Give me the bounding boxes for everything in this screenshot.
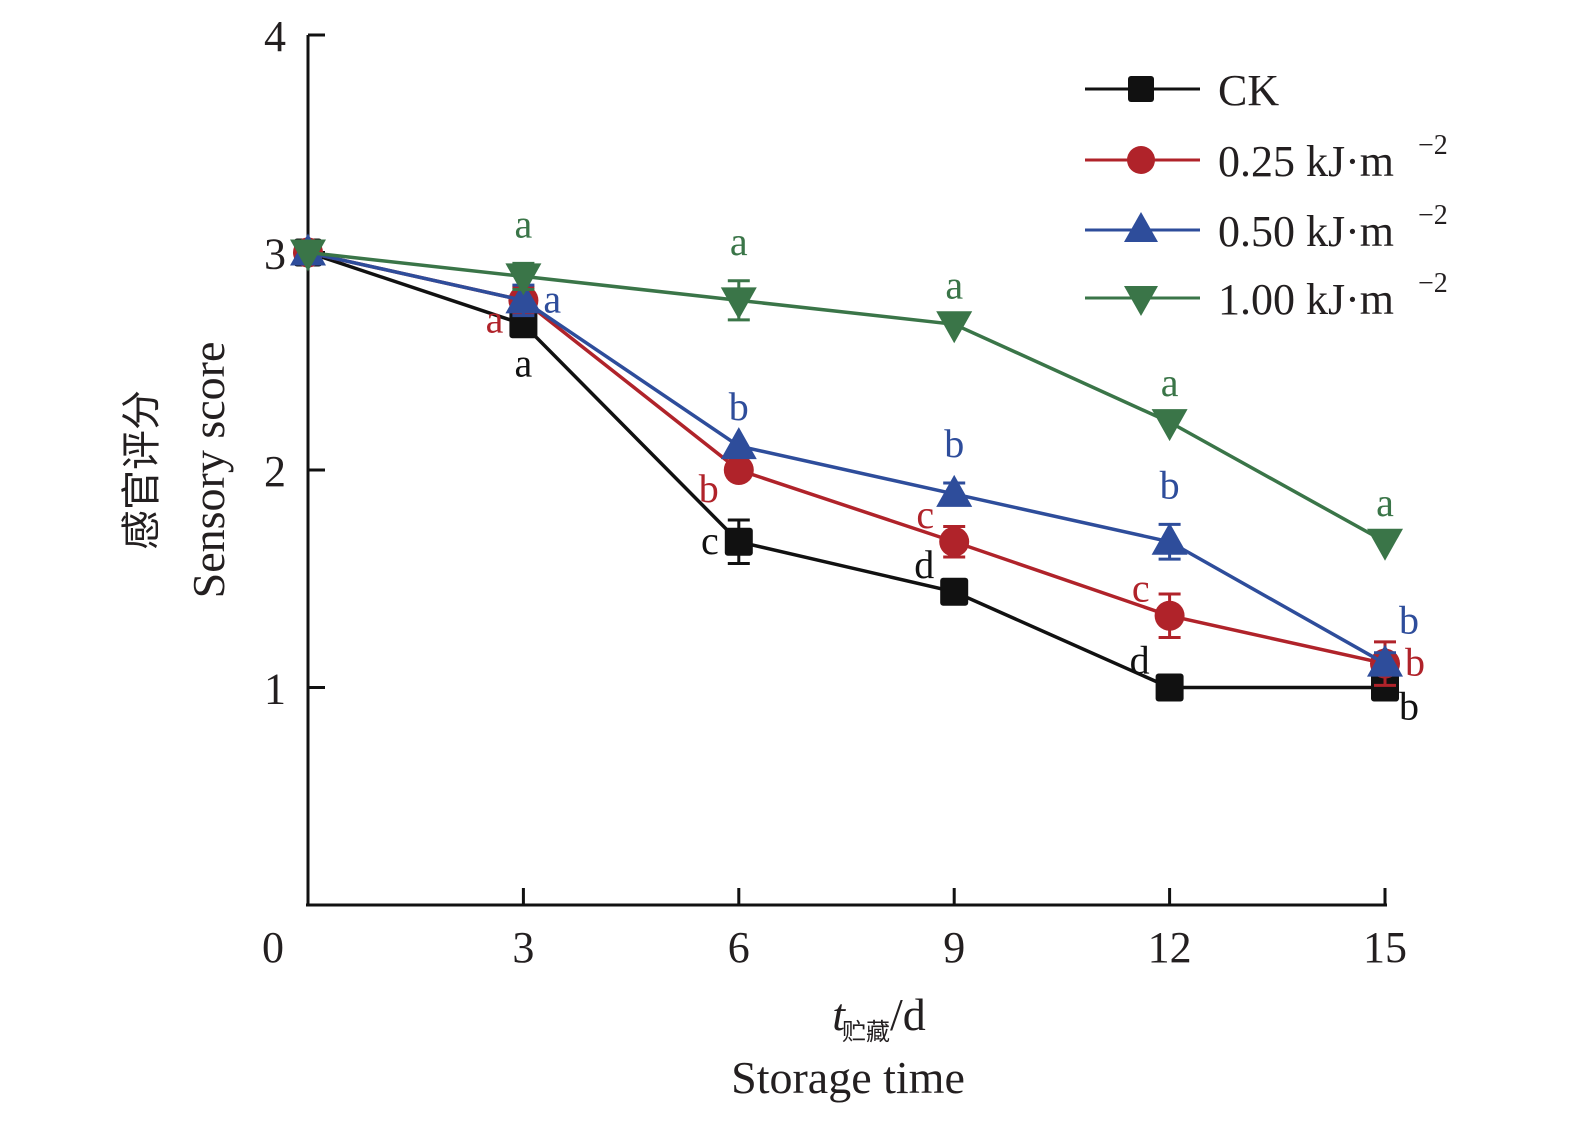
significance-label: a xyxy=(945,262,963,307)
data-point xyxy=(939,526,970,557)
x-tick-label: 15 xyxy=(1363,923,1407,972)
significance-label: a xyxy=(486,296,504,341)
y-ticks: 1 2 3 4 xyxy=(264,12,325,714)
y-tick-label: 3 xyxy=(264,230,286,279)
legend-item: 0.25 kJ·m −2 xyxy=(1085,130,1448,186)
series-triangle-down xyxy=(290,239,1403,561)
significance-label: a xyxy=(1376,480,1394,525)
data-point xyxy=(720,287,757,320)
significance-label: a xyxy=(543,276,561,321)
legend-item: 1.00 kJ·m −2 xyxy=(1085,268,1448,324)
significance-label: a xyxy=(1161,360,1179,405)
x-tick-label: 12 xyxy=(1148,923,1192,972)
significance-label: a xyxy=(515,340,533,385)
significance-label: b xyxy=(1160,462,1180,507)
significance-label: c xyxy=(916,492,934,537)
significance-label: c xyxy=(1132,566,1150,611)
legend-item: CK xyxy=(1085,66,1279,115)
series-layer xyxy=(290,233,1403,702)
y-tick-label: 4 xyxy=(264,12,286,61)
data-point xyxy=(936,474,973,507)
series-line xyxy=(307,250,1385,690)
significance-label: d xyxy=(1130,638,1150,683)
legend-marker xyxy=(1127,146,1155,174)
data-point xyxy=(290,239,326,272)
data-point xyxy=(1151,409,1188,442)
data-point xyxy=(1367,528,1403,561)
x-tick-label: 6 xyxy=(728,923,750,972)
data-point xyxy=(505,263,542,296)
data-point xyxy=(1154,600,1185,631)
series-line xyxy=(307,250,1386,666)
legend-label-superscript: −2 xyxy=(1418,268,1448,299)
significance-label: b xyxy=(699,466,719,511)
x-axis-title-unit: /d xyxy=(890,989,926,1040)
significance-label: a xyxy=(730,219,748,264)
legend-label: 0.50 kJ·m xyxy=(1218,207,1394,256)
significance-label: d xyxy=(914,542,934,587)
data-point xyxy=(940,577,969,606)
x-axis-title: t xyxy=(832,989,846,1040)
y-axis-title-cn: 感官评分 xyxy=(119,390,165,550)
legend-marker xyxy=(1128,76,1154,102)
legend-label: 1.00 kJ·m xyxy=(1218,275,1394,324)
data-point xyxy=(1155,673,1184,702)
significance-label: b xyxy=(944,421,964,466)
y-tick-label: 1 xyxy=(264,665,286,714)
significance-label: b xyxy=(1399,684,1419,729)
legend-label: CK xyxy=(1218,66,1279,115)
legend-marker xyxy=(1124,286,1158,316)
x-axis-title-en: Storage time xyxy=(731,1052,965,1103)
x-tick-label: 3 xyxy=(512,923,534,972)
significance-label: c xyxy=(701,518,719,563)
significance-label: a xyxy=(515,201,533,246)
data-point xyxy=(505,281,542,314)
legend-label: 0.25 kJ·m xyxy=(1218,137,1394,186)
y-axis-title-en: Sensory score xyxy=(183,342,234,599)
significance-label: b xyxy=(1399,598,1419,643)
significance-label: b xyxy=(729,384,749,429)
legend-item: 0.50 kJ·m −2 xyxy=(1085,200,1448,256)
data-point xyxy=(723,455,754,485)
x-axis-title-subscript: 贮藏 xyxy=(842,1018,890,1046)
significance-label: b xyxy=(1405,640,1425,685)
data-point xyxy=(1371,673,1399,702)
series-line xyxy=(307,250,1386,544)
series-triangle-up xyxy=(290,233,1403,677)
legend: CK 0.25 kJ·m −2 0.50 kJ·m −2 1.00 kJ·m −2 xyxy=(1085,66,1448,324)
legend-label-superscript: −2 xyxy=(1418,200,1448,231)
data-point xyxy=(936,311,973,344)
data-point xyxy=(1367,644,1403,677)
y-tick-label: 2 xyxy=(264,447,286,496)
data-point xyxy=(720,427,757,460)
legend-label-superscript: −2 xyxy=(1418,130,1448,161)
x-tick-label: 9 xyxy=(943,923,965,972)
data-point xyxy=(509,310,538,339)
legend-marker xyxy=(1124,212,1158,242)
x-ticks: 0 3 6 9 12 15 xyxy=(262,888,1407,972)
data-point xyxy=(724,527,753,556)
data-point xyxy=(1151,522,1188,555)
x-tick-label: 0 xyxy=(262,923,284,972)
